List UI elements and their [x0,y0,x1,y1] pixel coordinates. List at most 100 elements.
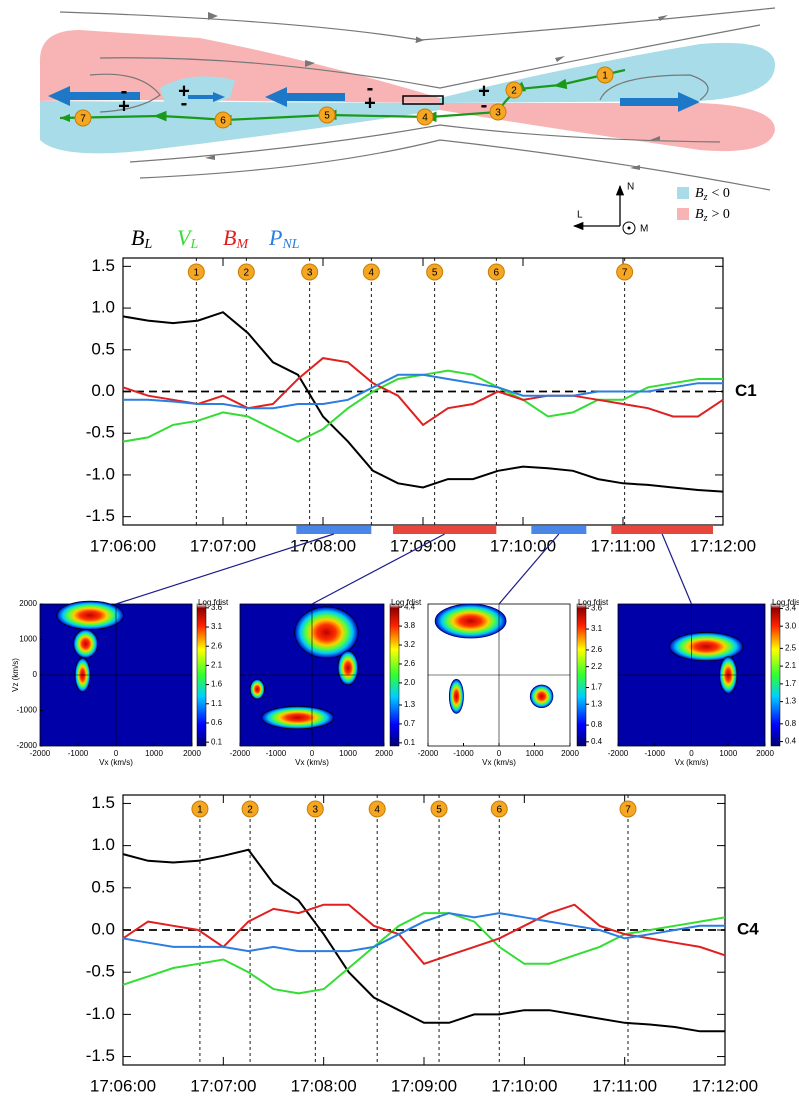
event-badge [616,263,634,281]
event-label: 7 [622,268,628,279]
x-tick-label: -2000 [418,749,439,758]
colorbar [576,603,587,747]
charge-sign: - [481,94,488,116]
series-line [123,373,723,410]
interval-bar [531,526,587,534]
axis-out-of-page [627,226,631,230]
legend-sub: L [143,237,152,252]
colorbar-title: Log fdis [772,598,799,607]
colorbar-title: Log fdist [578,598,609,607]
colorbar-tick-label: 2.1 [211,661,223,670]
y-tick-label: 0.0 [91,919,115,938]
event-badge [191,800,209,818]
region-bz-negative [40,101,440,154]
legend-label: Bz > 0 [695,207,730,224]
flow-arrow [188,92,225,102]
colorbar [196,603,207,747]
colorbar [770,603,781,747]
colorbar-tick-label: 1.7 [591,683,603,692]
legend-sub: M [235,237,249,252]
colorbar-tick-label: 1.3 [404,700,416,709]
y-tick-label: 0.5 [91,339,115,358]
legend-entry: BM [223,225,249,252]
axis-label: M [640,224,648,235]
event-badge [619,800,637,818]
event-badge [362,263,380,281]
legend-entry: PNL [268,225,300,252]
colorbar-tick-label: 3.2 [404,640,416,649]
y-tick-label: 1000 [19,635,37,644]
colorbar [389,603,400,747]
event-label: 3 [313,805,319,816]
distribution-blob [261,705,334,730]
field-line [599,74,709,101]
x-tick-label: 17:11:00 [591,536,656,555]
colorbar-tick-label: 2.5 [785,643,797,652]
y-tick-label: 0 [33,670,38,679]
y-tick-label: 1.5 [91,793,115,812]
colorbar-tick-label: 0.4 [785,737,797,746]
colorbar-tick-label: 2.0 [404,678,416,687]
point-badge [416,108,434,126]
y-tick-label: -1.5 [86,1046,115,1065]
colorbar-tick-label: 3.6 [591,603,603,612]
x-tick-label: -1000 [266,749,287,758]
x-tick-label: -2000 [608,749,629,758]
event-label: 5 [436,805,442,816]
field-arrow [650,136,660,140]
point-badge [505,81,523,99]
distribution-blob [249,678,265,700]
point-badge [596,66,614,84]
colorbar-tick-label: 1.1 [211,699,223,708]
colorbar-tick-label: 3.0 [785,621,797,630]
legend-name: B [223,225,236,250]
colorbar-tick-label: 1.3 [785,697,797,706]
interval-bar [296,526,372,534]
x-tick-label: -1000 [645,749,666,758]
legend-swatch [677,208,689,220]
legend-sub: NL [281,237,299,252]
y-tick-label: 1.0 [91,835,115,854]
y-tick-label: 1.0 [91,298,115,317]
axis-label: N [627,182,634,193]
event-badge [426,263,444,281]
y-tick-label: -1000 [17,706,38,715]
x-tick-label: 2000 [756,749,774,758]
x-axis-label: Vx (km/s) [482,758,516,767]
series-line [122,311,724,493]
axis-out-of-page [622,221,636,235]
colorbar-tick-label: 2.6 [404,659,416,668]
colorbar-tick-label: 0.1 [404,738,416,747]
y-axis-label: Vz (km/s) [11,658,20,692]
legend-text: B [695,186,704,201]
y-tick-label: -1.5 [86,506,115,525]
field-arrow [630,165,640,170]
y-tick-label: -0.5 [86,423,115,442]
x-tick-label: 17:12:00 [692,1076,758,1095]
legend-name: V [177,225,193,250]
connector [311,533,445,605]
event-badge [368,800,386,818]
colorbar-tick-label: 2.1 [785,661,797,670]
x-tick-label: 17:10:00 [490,536,556,555]
x-tick-label: -2000 [30,749,51,758]
distribution-blob [294,606,359,659]
distribution-blob [448,678,464,714]
point-label: 7 [80,114,86,125]
point-label: 3 [495,108,501,119]
event-label: 4 [374,805,380,816]
field-arrow [205,155,215,160]
legend-entry: VL [177,225,198,252]
x-tick-label: 17:08:00 [290,536,356,555]
point-label: 1 [602,71,608,82]
point-label: 4 [422,113,428,124]
x-tick-label: 0 [497,749,502,758]
probe-label: C1 [735,381,757,400]
x-tick-label: 2000 [183,749,201,758]
series-line [122,912,726,995]
colorbar-title: Log fdist [198,598,229,607]
distribution-blob [56,600,124,630]
axis-label: L [577,210,583,221]
